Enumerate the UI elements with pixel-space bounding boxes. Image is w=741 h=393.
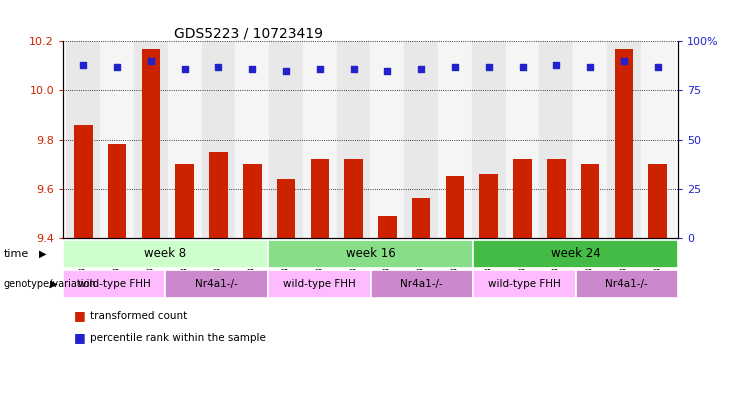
Bar [202,41,236,238]
Bar [303,41,336,238]
Bar [165,270,268,298]
Text: ■: ■ [74,309,86,323]
Text: week 8: week 8 [144,247,187,261]
Point [280,68,292,74]
Bar [345,159,363,238]
Bar [576,270,678,298]
Bar [176,164,194,238]
Point [449,64,461,70]
Bar [641,41,674,238]
Bar [412,198,431,238]
Bar [607,41,641,238]
Bar [74,125,93,238]
Bar [243,164,262,238]
Text: wild-type FHH: wild-type FHH [283,279,356,289]
Text: time: time [4,249,29,259]
Bar [310,159,329,238]
Text: Nr4a1-/-: Nr4a1-/- [605,279,648,289]
Bar [63,240,268,268]
Bar [67,41,100,238]
Bar [505,41,539,238]
Text: wild-type FHH: wild-type FHH [78,279,150,289]
Text: ▶: ▶ [39,249,46,259]
Bar [370,41,405,238]
Point [652,64,664,70]
Point [111,64,123,70]
Text: ▶: ▶ [50,279,58,289]
Text: genotype/variation: genotype/variation [4,279,96,289]
Point [584,64,596,70]
Bar [100,41,134,238]
Bar [547,159,565,238]
Point [145,58,157,64]
Bar [539,41,574,238]
Bar [574,41,607,238]
Bar [378,216,396,238]
Bar [63,270,165,298]
Point [551,62,562,68]
Text: Nr4a1-/-: Nr4a1-/- [400,279,443,289]
Text: wild-type FHH: wild-type FHH [488,279,561,289]
Bar [405,41,438,238]
Bar [269,41,303,238]
Point [179,66,190,72]
Bar [142,49,160,238]
Text: week 24: week 24 [551,247,600,261]
Bar [276,179,296,238]
Bar [614,49,634,238]
Bar [479,174,498,238]
Point [246,66,258,72]
Bar [438,41,472,238]
Bar [236,41,269,238]
Bar [268,240,473,268]
Bar [370,270,473,298]
Point [483,64,495,70]
Bar [445,176,465,238]
Text: GDS5223 / 10723419: GDS5223 / 10723419 [173,26,322,40]
Point [415,66,427,72]
Bar [473,270,576,298]
Bar [107,144,127,238]
Point [314,66,326,72]
Bar [473,240,678,268]
Point [213,64,225,70]
Text: Nr4a1-/-: Nr4a1-/- [196,279,238,289]
Point [618,58,630,64]
Bar [167,41,202,238]
Bar [472,41,505,238]
Text: transformed count: transformed count [90,311,187,321]
Point [382,68,393,74]
Bar [134,41,167,238]
Bar [268,270,370,298]
Bar [648,164,667,238]
Bar [209,152,227,238]
Text: week 16: week 16 [345,247,396,261]
Bar [336,41,370,238]
Bar [581,164,599,238]
Point [77,62,89,68]
Point [348,66,359,72]
Point [516,64,528,70]
Text: percentile rank within the sample: percentile rank within the sample [90,332,266,343]
Text: ■: ■ [74,331,86,344]
Bar [514,159,532,238]
